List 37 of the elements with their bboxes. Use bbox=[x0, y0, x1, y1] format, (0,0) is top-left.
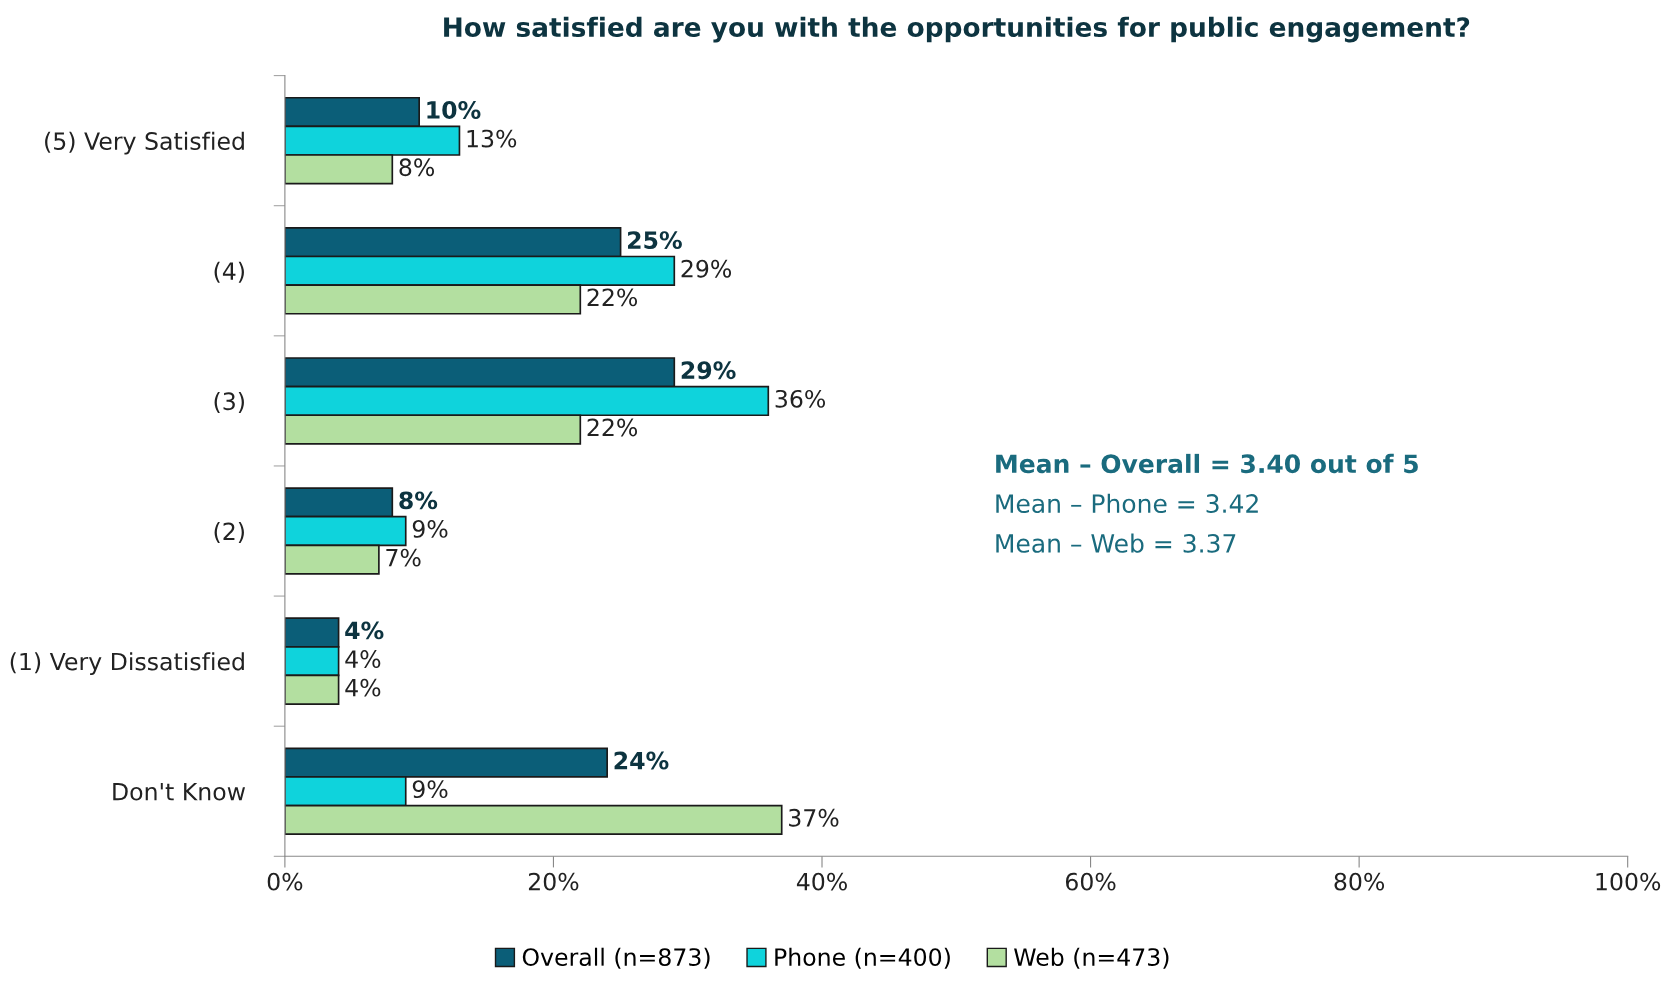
data-label: 8% bbox=[399, 158, 435, 177]
y-tick-label: (2) bbox=[214, 522, 244, 544]
legend-label: Overall (n=873) bbox=[522, 947, 710, 969]
annotation: Mean – Phone = 3.42 bbox=[996, 493, 1258, 514]
data-label: 10% bbox=[427, 101, 481, 119]
data-label: 4% bbox=[345, 678, 381, 697]
x-tick-label: 100% bbox=[1596, 872, 1661, 891]
y-tick-label: (1) Very Dissatisfied bbox=[10, 652, 244, 676]
legend-label: Web (n=473) bbox=[1014, 947, 1169, 969]
data-label: 8% bbox=[399, 491, 438, 510]
data-label: 4% bbox=[345, 650, 381, 668]
x-tick-label: 60% bbox=[1065, 872, 1116, 891]
data-label: 9% bbox=[412, 520, 448, 538]
data-label: 36% bbox=[775, 389, 826, 408]
data-label: 9% bbox=[412, 780, 448, 799]
y-tick-label: (5) Very Satisfied bbox=[45, 131, 244, 155]
data-label: 37% bbox=[789, 808, 839, 827]
data-label: 24% bbox=[614, 751, 669, 770]
y-tick-label: (4) bbox=[214, 261, 244, 283]
data-label: 25% bbox=[628, 231, 682, 250]
data-label: 29% bbox=[681, 259, 732, 278]
annotation: Mean – Web = 3.37 bbox=[996, 533, 1236, 553]
y-tick-label: (3) bbox=[214, 391, 244, 413]
x-tick-label: 40% bbox=[796, 872, 847, 891]
y-tick-label: Don't Know bbox=[113, 783, 246, 801]
annotation: Mean – Overall = 3.40 out of 5 bbox=[996, 453, 1418, 474]
data-label: 7% bbox=[386, 548, 421, 567]
x-tick-label: 80% bbox=[1334, 872, 1385, 891]
x-tick-label: 20% bbox=[528, 872, 579, 891]
data-label: 4% bbox=[345, 621, 384, 640]
legend-label: Phone (n=400) bbox=[775, 947, 950, 969]
data-label: 22% bbox=[587, 288, 638, 307]
data-label: 29% bbox=[681, 361, 736, 380]
x-tick-label: 0% bbox=[267, 872, 303, 891]
data-label: 13% bbox=[467, 129, 517, 148]
chart-title: How satisfied are you with the opportunities for public engagement? bbox=[444, 16, 1470, 43]
data-label: 22% bbox=[587, 418, 638, 437]
